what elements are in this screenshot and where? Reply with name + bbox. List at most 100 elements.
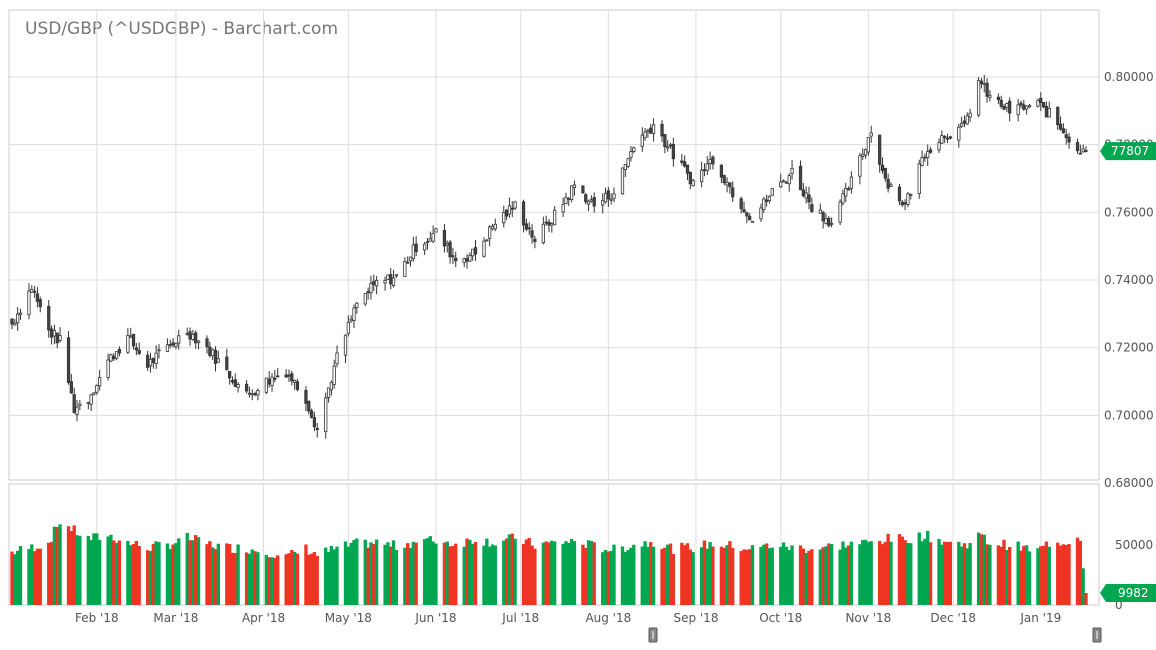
volume-bar (247, 553, 252, 605)
date-tick-label: Aug '18 (585, 611, 631, 625)
volume-bar (564, 541, 568, 605)
candle-body (129, 335, 133, 338)
candle-body (408, 256, 413, 262)
candle-body (290, 373, 294, 382)
volume-bar (482, 545, 486, 605)
volume-bar (383, 544, 387, 605)
candle-body (903, 202, 907, 205)
price-tick-label: 0.72000 (1104, 341, 1154, 355)
volume-bar (1058, 545, 1063, 605)
volume-bar (86, 536, 90, 605)
volume-bar (838, 549, 842, 605)
candle-body (157, 349, 161, 352)
candle-body (700, 169, 704, 183)
volume-bar (211, 547, 215, 605)
volume-bar (660, 548, 664, 605)
candle-body (445, 243, 449, 246)
candle-body (567, 198, 571, 200)
volume-bar (821, 547, 825, 605)
volume-bar (982, 534, 986, 605)
candle-body (366, 291, 370, 294)
volume-bar (521, 544, 526, 605)
date-tick-label: Mar '18 (153, 611, 198, 625)
volume-bar (66, 526, 71, 605)
volume-bar (468, 539, 472, 605)
volume-bar (801, 548, 806, 605)
candle-body (276, 375, 280, 378)
volume-tick-label: 50000 (1115, 538, 1153, 552)
volume-bar (391, 540, 396, 605)
volume-bar (586, 540, 591, 605)
grid-lines (9, 10, 1099, 605)
candle-body (513, 201, 517, 209)
volume-bar (114, 542, 119, 605)
candle-body (1044, 105, 1049, 118)
volume-bar (581, 544, 585, 605)
volume-bar (906, 542, 910, 605)
volume-bar (148, 551, 153, 605)
candle-body (541, 223, 545, 244)
candle-body (711, 156, 715, 165)
volume-bar (804, 552, 808, 605)
volume-bar (264, 554, 269, 605)
volume-bar (369, 542, 373, 605)
volume-bar (414, 542, 418, 605)
volume-bar (1027, 551, 1032, 605)
candle-body (78, 403, 82, 407)
volume-bar (366, 547, 370, 605)
volume-bar (920, 541, 924, 605)
price-tick-label: 0.76000 (1104, 205, 1154, 219)
volume-bar (818, 549, 822, 605)
volume-bar (191, 540, 195, 605)
volume-bar (861, 539, 865, 605)
candle-body (620, 167, 625, 195)
volume-bar (827, 543, 831, 605)
volume-bar (244, 552, 249, 605)
candle-body (838, 201, 842, 223)
candle-body (982, 82, 986, 85)
volume-bar (849, 541, 854, 605)
candle-body (1056, 106, 1060, 126)
candle-body (878, 134, 882, 165)
scroll-handles[interactable] (648, 627, 1102, 643)
volume-bar (965, 548, 969, 605)
candle-body (683, 161, 687, 167)
candle-body (389, 274, 393, 285)
candle-body (765, 199, 769, 202)
candle-body (830, 222, 834, 225)
candle-body (335, 352, 339, 365)
candle-body (89, 394, 93, 405)
volume-bar (389, 546, 393, 605)
volume-bar (682, 545, 687, 605)
volume-bar (844, 547, 848, 605)
volume-bar (448, 546, 452, 605)
candle-body (561, 204, 565, 213)
volume-bar (603, 549, 608, 605)
candle-body (589, 199, 594, 202)
volume-bar (431, 541, 435, 605)
candle-body (502, 212, 506, 224)
volume-bar (403, 547, 407, 605)
candle-body (372, 281, 376, 285)
candle-body (1039, 97, 1043, 104)
volume-bar (471, 543, 475, 605)
candle-body (194, 332, 198, 344)
candle-body (702, 169, 707, 172)
candle-body (804, 192, 808, 199)
candle-body (131, 333, 136, 347)
volume-bar (999, 546, 1003, 605)
candle-body (270, 376, 274, 387)
chart-title: USD/GBP (^USDGBP) - Barchart.com (25, 19, 338, 39)
candle-body (649, 127, 653, 134)
volume-bar (688, 549, 692, 605)
candle-body (801, 189, 805, 197)
volume-bar (663, 547, 667, 605)
date-tick-label: Sep '18 (673, 611, 718, 625)
candle-body (988, 94, 992, 98)
candle-body (148, 358, 153, 367)
volume-bar (38, 548, 42, 605)
candle-body (651, 124, 656, 134)
candle-body (965, 115, 969, 125)
candle-body (798, 165, 803, 191)
